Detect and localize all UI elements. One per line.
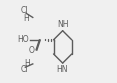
Text: Cl: Cl: [20, 65, 28, 74]
Text: H: H: [25, 59, 30, 68]
Text: O: O: [28, 46, 34, 55]
Text: NH: NH: [58, 21, 69, 29]
Text: Cl: Cl: [20, 6, 28, 15]
Text: HO: HO: [17, 35, 29, 44]
Text: HN: HN: [56, 65, 68, 74]
Text: H: H: [23, 14, 29, 23]
